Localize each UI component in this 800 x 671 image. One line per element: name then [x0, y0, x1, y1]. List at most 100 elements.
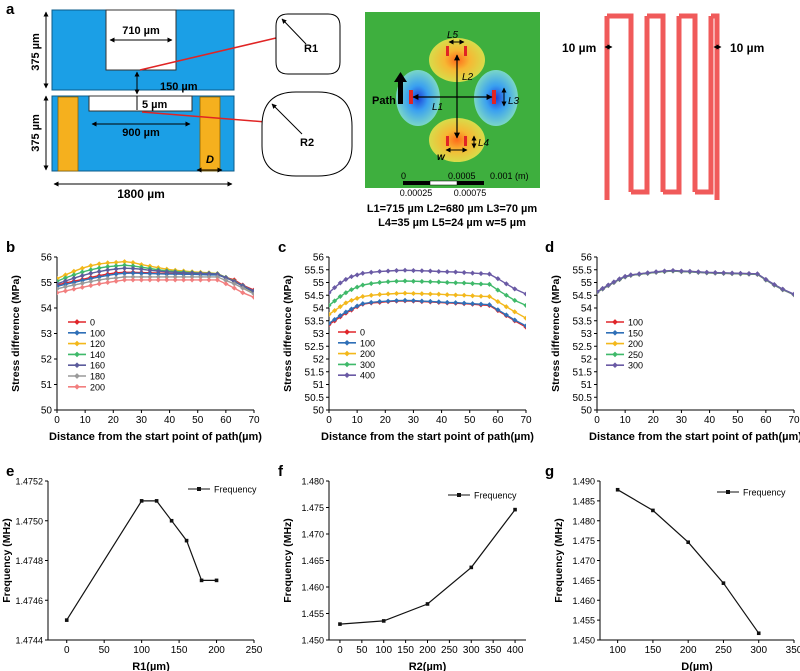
x-tick-label: 0: [64, 645, 70, 656]
scale-000025: 0.00025: [400, 188, 433, 198]
x-tick-label: 40: [436, 415, 448, 426]
data-point: [71, 286, 77, 292]
legend-marker: [344, 372, 350, 379]
series-line-250: [597, 270, 794, 296]
data-point: [154, 499, 159, 503]
data-point: [62, 275, 68, 281]
x-tick-label: 50: [99, 645, 111, 656]
y-tick-label: 1.470: [301, 530, 324, 540]
y-tick-label: 56: [581, 253, 593, 264]
scale-0001: 0.001 (m): [490, 171, 529, 181]
x-tick-label: 0: [337, 645, 343, 656]
L2-label: L2: [462, 72, 474, 83]
data-point: [402, 297, 408, 303]
data-point: [206, 274, 212, 280]
y-tick-label: 54.5: [573, 291, 593, 302]
data-point: [763, 276, 769, 282]
x-tick-label: 50: [464, 415, 476, 426]
data-point: [231, 281, 237, 287]
data-point: [360, 270, 366, 276]
y-tick-label: 54: [313, 304, 325, 315]
data-point: [88, 263, 94, 269]
data-point: [214, 274, 220, 280]
legend-marker: [344, 361, 350, 368]
chart-f: f 0 50 100 150 200 250 300 350 400 1.450 1.455 1.460…: [278, 463, 526, 671]
legend-label: 200: [628, 339, 643, 349]
y-tick-label: 53: [313, 329, 325, 340]
data-point: [469, 280, 476, 287]
data-point: [393, 278, 400, 284]
data-point: [721, 270, 727, 276]
data-point: [495, 299, 501, 305]
data-point: [503, 312, 509, 318]
y-tick-label: 52: [313, 355, 325, 366]
data-point: [704, 269, 710, 275]
x-tick-label: 10: [352, 415, 364, 426]
data-point: [622, 273, 628, 279]
data-point: [410, 298, 416, 304]
scalebar-seg-2: [429, 180, 458, 186]
data-point: [88, 283, 94, 289]
data-point: [337, 313, 343, 319]
data-point: [628, 272, 634, 278]
x-tick-label: 100: [609, 645, 626, 656]
chart-d: d 0 10 20 30 40 50 60 70 50 50.5 51 51.552 52.5 53 53.5…: [545, 239, 800, 443]
y-tick-label: 55: [581, 278, 593, 289]
data-point: [189, 270, 195, 276]
data-point: [96, 261, 102, 267]
data-point: [453, 292, 459, 298]
data-point: [348, 297, 355, 303]
y-axis-label: Stress difference (MPa): [282, 275, 294, 392]
zoom-callouts: R1 R2: [139, 13, 353, 177]
y-tick-label: 50.5: [573, 393, 593, 404]
x-tick-label: 200: [208, 645, 225, 656]
data-point: [181, 274, 187, 280]
x-axis-label: Distance from the start point of path(µm…: [49, 431, 262, 443]
x-tick-label: 50: [356, 645, 368, 656]
scale-0: 0: [401, 171, 406, 181]
data-point: [453, 300, 459, 306]
data-point: [419, 291, 425, 297]
data-point: [616, 276, 623, 282]
data-point: [377, 299, 383, 305]
data-point: [199, 578, 204, 583]
dim-5-label: 5 µm: [142, 99, 168, 111]
data-point: [172, 277, 178, 283]
x-tick-label: 400: [507, 645, 524, 656]
y-tick-label: 52.5: [305, 342, 325, 353]
x-tick-label: 150: [397, 645, 414, 656]
legend-label: 200: [90, 382, 105, 392]
x-axis-label: R2(µm): [409, 661, 447, 671]
x-tick-label: 50: [192, 415, 204, 426]
data-point: [113, 266, 119, 272]
dim-1800-label: 1800 µm: [117, 187, 165, 201]
data-point: [130, 260, 136, 266]
y-tick-label: 1.460: [301, 583, 324, 593]
data-point: [368, 299, 374, 305]
x-tick-label: 70: [520, 415, 532, 426]
series-line-frequency: [617, 489, 760, 634]
data-point: [503, 304, 509, 310]
x-tick-label: 40: [164, 415, 176, 426]
series-line-100: [597, 270, 794, 296]
data-point: [105, 276, 111, 282]
data-point: [523, 302, 526, 308]
data-point: [348, 274, 355, 280]
data-point: [354, 284, 360, 290]
data-point: [486, 271, 492, 277]
x-tick-label: 20: [648, 415, 660, 426]
legend-label: 180: [90, 372, 105, 382]
data-point: [453, 269, 459, 275]
scalebar-seg-3: [457, 181, 484, 185]
panel-letter-e: e: [6, 463, 14, 480]
y-tick-label: 1.4750: [15, 516, 43, 526]
y-tick-label: 55: [313, 278, 325, 289]
data-point: [113, 259, 119, 265]
chart-c: c 0 10 20 30 40 50 60 70 50 50.5 51 51.552 52.5 53 53.5…: [278, 239, 534, 443]
data-point: [385, 279, 391, 285]
data-point: [512, 309, 518, 315]
data-point: [385, 291, 391, 297]
legend-marker: [457, 493, 461, 497]
data-point: [214, 277, 220, 283]
